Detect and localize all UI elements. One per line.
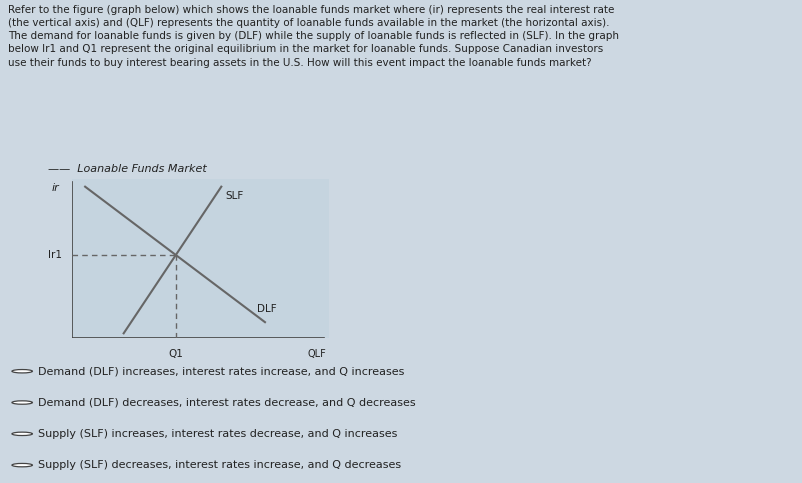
Text: Supply (SLF) increases, interest rates decrease, and Q increases: Supply (SLF) increases, interest rates d… — [38, 429, 397, 439]
Circle shape — [12, 463, 32, 467]
Text: Q1: Q1 — [168, 349, 183, 359]
Text: QLF: QLF — [306, 349, 326, 359]
Text: Demand (DLF) increases, interest rates increase, and Q increases: Demand (DLF) increases, interest rates i… — [38, 366, 403, 376]
Text: Demand (DLF) decreases, interest rates decrease, and Q decreases: Demand (DLF) decreases, interest rates d… — [38, 398, 415, 408]
Text: DLF: DLF — [257, 304, 277, 314]
Circle shape — [12, 369, 32, 373]
Text: Supply (SLF) decreases, interest rates increase, and Q decreases: Supply (SLF) decreases, interest rates i… — [38, 460, 400, 470]
Text: ir: ir — [51, 184, 59, 194]
Text: SLF: SLF — [225, 191, 243, 201]
Text: Ir1: Ir1 — [48, 250, 62, 260]
Text: ——  Loanable Funds Market: —— Loanable Funds Market — [48, 164, 207, 174]
Circle shape — [12, 432, 32, 436]
Circle shape — [12, 401, 32, 404]
Text: Refer to the figure (graph below) which shows the loanable funds market where (i: Refer to the figure (graph below) which … — [8, 5, 618, 68]
